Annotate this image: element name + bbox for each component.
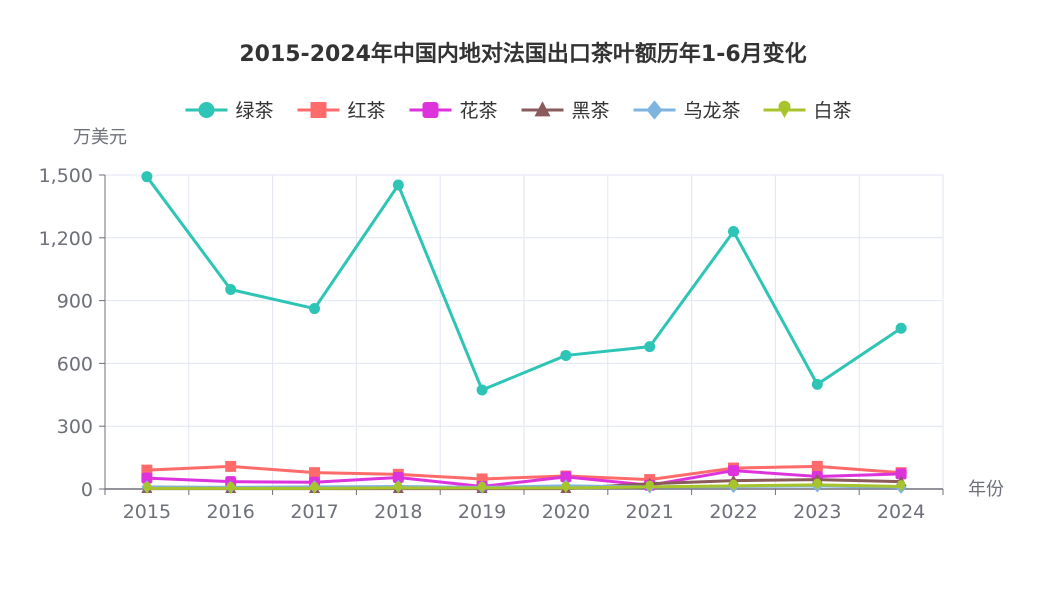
legend-label: 乌龙茶 (684, 100, 741, 122)
data-point (226, 482, 235, 494)
data-point (560, 349, 572, 361)
axes (99, 174, 944, 495)
data-point (141, 472, 153, 484)
x-tick-label: 2023 (793, 501, 841, 523)
data-point (141, 464, 153, 476)
legend-marker (310, 102, 327, 118)
data-point (811, 378, 823, 390)
pin-tip (395, 487, 402, 494)
y-tick-label: 0 (81, 479, 93, 501)
legend-label: 白茶 (814, 100, 852, 122)
data-point (813, 478, 822, 491)
x-tick-label: 2017 (290, 501, 338, 523)
y-tick-label: 900 (57, 291, 93, 313)
data-point (309, 303, 320, 315)
series-绿茶 (141, 171, 907, 396)
plot-area (141, 171, 907, 494)
data-point (811, 460, 823, 472)
legend-item: 白茶 (763, 100, 852, 122)
data-point (225, 284, 237, 296)
pin-tip (897, 485, 905, 492)
legend-marker (534, 101, 551, 117)
series-line (146, 483, 902, 490)
legend: 绿茶 红茶 花茶 黑茶 乌龙茶 白茶 (185, 100, 852, 122)
legend-item: 黑茶 (521, 100, 610, 122)
y-tick-label: 1,200 (39, 228, 93, 250)
y-axis-label: 万美元 (73, 127, 127, 148)
x-tick-label: 2015 (123, 501, 171, 523)
legend-label: 黑茶 (572, 100, 610, 122)
pin-tip (814, 484, 821, 491)
legend-marker (646, 100, 663, 120)
data-point (728, 465, 739, 477)
x-tick-label: 2018 (374, 501, 422, 523)
legend-marker (198, 102, 215, 118)
data-point (392, 179, 404, 191)
series-line (145, 175, 902, 392)
data-point (896, 480, 906, 492)
data-point (729, 479, 738, 492)
pin-tip (478, 487, 486, 494)
data-point (477, 481, 487, 494)
x-tick-label: 2016 (207, 501, 255, 523)
y-tick-label: 1,500 (39, 165, 93, 187)
y-tick-label: 300 (57, 416, 93, 438)
data-point (309, 467, 320, 479)
x-tick-label: 2020 (542, 501, 590, 523)
data-point (895, 322, 907, 334)
legend-item: 乌龙茶 (633, 100, 741, 122)
data-point (476, 473, 488, 485)
pin-tip (227, 487, 234, 494)
x-axis-label: 年份 (968, 479, 1004, 500)
series-line (146, 469, 902, 488)
pin-tip (311, 487, 318, 494)
chart-title: 2015-2024年中国内地对法国出口茶叶额历年1-6月变化 (239, 41, 806, 67)
pin-tip (646, 486, 653, 493)
pin-tip (779, 109, 790, 118)
legend-label: 花茶 (460, 100, 498, 122)
grid (104, 174, 944, 489)
legend-item: 绿茶 (185, 100, 274, 122)
data-point (394, 481, 403, 494)
legend-label: 红茶 (348, 100, 386, 122)
x-tick-label: 2019 (458, 501, 506, 523)
data-point (561, 481, 571, 494)
data-point (560, 471, 572, 483)
legend-label: 绿茶 (236, 100, 274, 122)
data-point (310, 482, 319, 494)
data-point (645, 480, 654, 493)
x-tick-labels: 2015 2016 2017 2018 2019 2020 2021 2022 2023 2024 (123, 501, 926, 523)
data-point (895, 468, 907, 480)
legend-item: 花茶 (409, 100, 498, 122)
y-tick-labels: 0 300 600 900 1,200 1,500 (39, 165, 93, 501)
y-tick-label: 600 (57, 353, 93, 375)
legend-item: 红茶 (297, 100, 386, 122)
x-tick-label: 2022 (709, 501, 757, 523)
pin-tip (562, 487, 570, 494)
series-line (146, 464, 902, 482)
data-point (392, 471, 404, 483)
legend-marker (778, 100, 791, 118)
data-point (142, 482, 152, 494)
data-point (141, 171, 153, 183)
data-point (728, 226, 739, 238)
x-tick-label: 2021 (626, 501, 674, 523)
data-point (225, 460, 237, 472)
series-白茶 (142, 478, 906, 494)
data-point (644, 341, 656, 353)
legend-marker (422, 102, 439, 118)
data-point (476, 384, 488, 396)
pin-tip (143, 487, 151, 494)
x-tick-label: 2024 (877, 501, 925, 523)
pin-tip (730, 485, 737, 492)
